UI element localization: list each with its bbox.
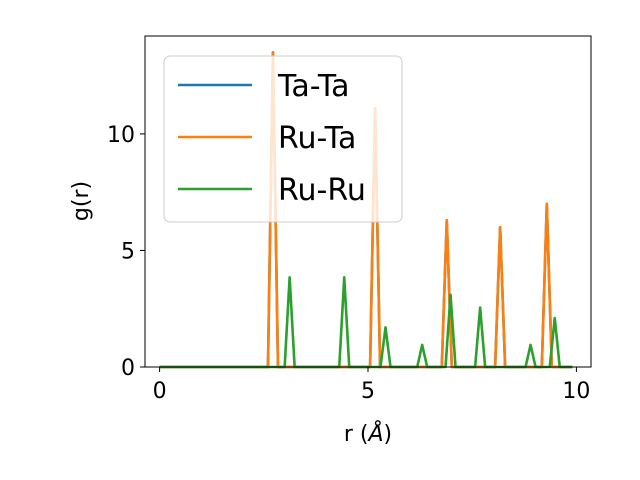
ticks-layer: 0 5 10 0 5 10 (107, 123, 590, 404)
legend-items: Ta-Ta Ru-Ta Ru-Ru (178, 69, 366, 208)
legend-label-ta-ta: Ta-Ta (277, 69, 350, 104)
legend-label-ru-ru: Ru-Ru (278, 173, 366, 208)
y-axis-label: g(r) (69, 181, 94, 221)
legend-box (163, 55, 403, 223)
series-line-ru-ta (159, 51, 573, 369)
x-tick-label-1: 5 (361, 379, 375, 404)
x-axis-label-close: ) (384, 422, 393, 447)
series-line-ru-ru (159, 275, 573, 369)
legend-label-ru-ta: Ru-Ta (278, 121, 356, 156)
x-axis-label-text: r ( (344, 422, 369, 447)
y-tick-label-1: 5 (121, 239, 135, 264)
x-axis-label-unit: Å (366, 420, 383, 447)
y-tick-label-0: 0 (121, 356, 135, 381)
y-tick-label-2: 10 (107, 123, 135, 148)
x-tick-label-2: 10 (562, 379, 590, 404)
x-axis-label: r (Å) (344, 420, 392, 447)
legend: Ta-Ta Ru-Ta Ru-Ru (163, 55, 403, 223)
x-tick-label-0: 0 (153, 379, 167, 404)
